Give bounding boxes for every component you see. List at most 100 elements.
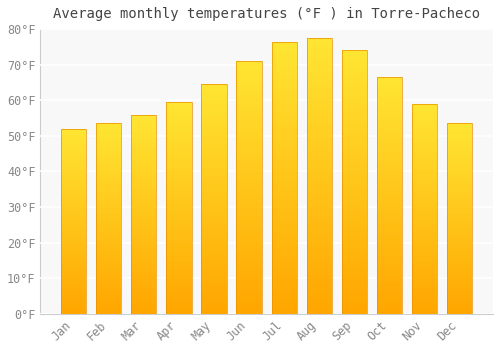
Bar [61,129,86,314]
Bar [202,213,226,215]
Bar [447,181,472,182]
Bar [377,153,402,155]
Bar [166,208,192,210]
Bar [96,144,122,146]
Bar [377,127,402,129]
Bar [131,222,156,224]
Bar [96,207,122,209]
Bar [166,272,192,274]
Bar [377,200,402,203]
Bar [377,257,402,259]
Bar [342,135,367,137]
Bar [202,238,226,240]
Bar [412,276,438,278]
Bar [342,303,367,306]
Bar [166,267,192,270]
Bar [61,284,86,286]
Bar [131,176,156,178]
Bar [166,189,192,191]
Bar [131,154,156,156]
Bar [306,154,332,156]
Bar [377,210,402,212]
Bar [96,312,122,314]
Bar [166,227,192,229]
Bar [377,304,402,307]
Bar [131,198,156,200]
Bar [306,168,332,170]
Bar [272,213,297,216]
Bar [377,193,402,196]
Bar [377,167,402,169]
Bar [202,215,226,217]
Bar [96,124,122,125]
Bar [96,270,122,272]
Bar [306,203,332,206]
Bar [342,148,367,150]
Bar [166,163,192,166]
Bar [342,198,367,201]
Bar [96,262,122,264]
Bar [447,255,472,257]
Bar [96,241,122,243]
Bar [377,245,402,247]
Bar [272,50,297,52]
Bar [166,274,192,276]
Bar [236,109,262,112]
Bar [342,140,367,143]
Bar [96,280,122,281]
Bar [96,148,122,150]
Bar [236,64,262,66]
Bar [377,139,402,141]
Bar [96,188,122,190]
Bar [202,121,226,123]
Bar [61,249,86,251]
Bar [377,162,402,165]
Bar [96,234,122,236]
Bar [447,245,472,247]
Bar [202,128,226,130]
Bar [412,165,438,167]
Bar [61,258,86,260]
Bar [131,262,156,264]
Bar [272,80,297,82]
Bar [272,129,297,131]
Bar [236,76,262,79]
Bar [166,170,192,172]
Bar [131,216,156,218]
Bar [236,132,262,134]
Bar [166,136,192,138]
Bar [306,126,332,129]
Bar [96,220,122,223]
Bar [61,227,86,229]
Bar [342,137,367,140]
Bar [166,121,192,123]
Bar [131,214,156,216]
Bar [236,223,262,225]
Bar [447,127,472,129]
Bar [342,150,367,153]
Bar [61,234,86,236]
Bar [96,213,122,215]
Bar [131,186,156,188]
Bar [166,134,192,136]
Bar [306,71,332,74]
Bar [61,266,86,268]
Bar [61,231,86,232]
Bar [202,277,226,279]
Bar [202,286,226,289]
Bar [412,156,438,159]
Bar [412,154,438,156]
Bar [412,110,438,112]
Bar [342,232,367,235]
Bar [96,276,122,278]
Bar [131,256,156,258]
Bar [306,99,332,101]
Bar [377,252,402,255]
Bar [342,285,367,288]
Bar [412,146,438,148]
Bar [202,119,226,121]
Bar [447,141,472,142]
Bar [306,264,332,267]
Bar [236,188,262,190]
Bar [377,276,402,278]
